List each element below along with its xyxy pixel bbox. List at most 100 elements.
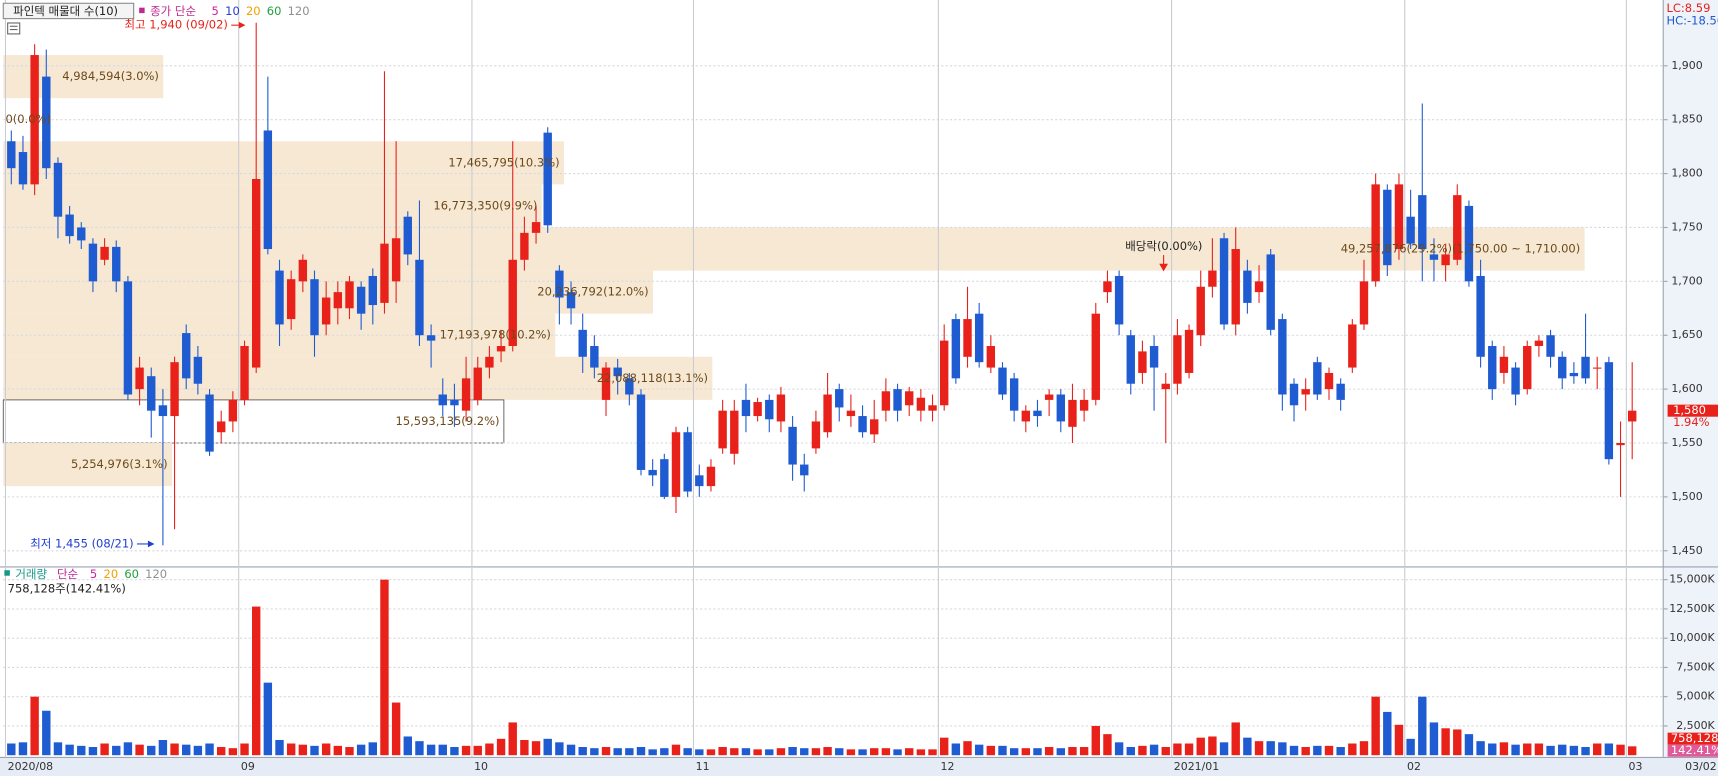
volume-bar — [1359, 741, 1369, 756]
candle-body — [1149, 346, 1159, 368]
y-tick-label: 15,000K — [1669, 573, 1715, 586]
candle-body — [1441, 254, 1450, 266]
volume-bar — [1313, 745, 1322, 756]
volume-bar — [963, 741, 972, 756]
candle-body — [1488, 346, 1497, 390]
cursor-date: 03/02 — [1685, 760, 1717, 773]
volume-bar — [1394, 724, 1404, 756]
volume-bar — [1581, 747, 1590, 756]
volume-bar — [473, 745, 482, 756]
title-box[interactable] — [2, 2, 135, 20]
candle-body — [1348, 324, 1357, 368]
candle-body — [800, 464, 809, 476]
candle-body — [438, 394, 447, 406]
candle-body — [1406, 216, 1415, 244]
volume-bar — [345, 747, 354, 756]
volume-bar — [800, 748, 809, 756]
volume-bar — [18, 742, 28, 756]
candle-body — [683, 432, 692, 492]
volume-bar — [753, 749, 762, 756]
volume-bar — [951, 743, 961, 756]
volume-bar — [811, 748, 821, 756]
volume-bar — [30, 696, 39, 756]
y-tick-label: 7,500K — [1676, 660, 1715, 673]
x-tick-label: 02 — [1407, 760, 1421, 773]
volume-bar — [1441, 728, 1450, 756]
candle-body — [1546, 335, 1555, 357]
ma-legend-period: 20 — [104, 567, 119, 581]
volume-bar — [1418, 696, 1427, 756]
volume-bar — [660, 748, 669, 756]
candle-body — [893, 389, 902, 411]
volume-bar — [1476, 741, 1485, 756]
x-tick-label: 11 — [696, 760, 710, 773]
candle-body — [1033, 410, 1042, 417]
volume-bar — [893, 749, 902, 756]
volume-bar — [846, 749, 856, 756]
candle-body — [1243, 270, 1252, 303]
volume-bar — [543, 738, 552, 756]
candle-body — [1266, 254, 1275, 330]
y-tick-label: 1,800 — [1671, 167, 1702, 180]
volume-bar — [870, 748, 879, 756]
candle-body — [473, 367, 482, 400]
volume-bar — [205, 743, 214, 756]
volume-bar — [1044, 747, 1054, 756]
candle-body — [1114, 275, 1124, 325]
volume-bar — [741, 748, 751, 756]
volume-bar — [566, 744, 576, 756]
candle-body — [380, 243, 389, 303]
candle-body — [275, 270, 284, 325]
volume-profile-label: 17,465,795(10.3%) — [448, 155, 559, 169]
x-tick-label: 2021/01 — [1174, 760, 1219, 773]
candle-body — [1324, 372, 1334, 390]
candle-body — [916, 397, 926, 411]
volume-ratio-badge — [1667, 744, 1718, 757]
volume-profile-label: 4,984,594(3.0%) — [62, 69, 159, 83]
volume-bar — [426, 744, 436, 756]
candle-body — [1627, 410, 1637, 422]
candle-body — [648, 469, 657, 476]
high-annotation: 최고 1,940 (09/02) — [124, 18, 227, 32]
y-tick-label: 1,900 — [1671, 59, 1702, 72]
volume-bar — [905, 748, 914, 756]
volume-profile-bar — [3, 184, 542, 228]
chart-title[interactable]: 파인텍 매물대 수(10) — [13, 4, 118, 18]
settings-icon[interactable] — [7, 22, 21, 35]
candle-body — [1068, 399, 1077, 427]
candle-body — [1173, 335, 1182, 384]
volume-bar — [683, 748, 692, 756]
candle-body — [1231, 249, 1240, 325]
candle-body — [286, 279, 296, 320]
candle-body — [1208, 270, 1217, 287]
volume-bar — [135, 744, 144, 756]
candle-body — [566, 292, 576, 309]
candle-body — [741, 399, 751, 417]
volume-bar — [1511, 744, 1520, 756]
candle-body — [310, 279, 319, 336]
x-tick-label: 10 — [474, 760, 488, 773]
candle-body — [1009, 378, 1019, 411]
volume-bar — [170, 743, 179, 756]
volume-bar — [286, 743, 296, 756]
volume-profile-bar — [3, 55, 164, 99]
candle-body — [555, 270, 564, 298]
candle-body — [788, 426, 797, 465]
candle-body — [1604, 362, 1614, 460]
volume-bar — [1231, 722, 1240, 756]
candle-body — [1499, 356, 1509, 373]
volume-bar — [368, 742, 377, 756]
candle-body — [182, 333, 191, 379]
annotation-arrowhead — [147, 540, 155, 548]
volume-bar — [695, 749, 704, 756]
ma-legend-period: 60 — [267, 4, 282, 18]
volume-bar — [671, 744, 681, 756]
last-price-badge — [1667, 404, 1718, 417]
candle-body — [1429, 254, 1439, 260]
right-axis-panel — [1663, 0, 1718, 758]
volume-profile-label: 0(0.0%) — [5, 112, 50, 126]
candle-body — [1126, 335, 1135, 384]
candle-body — [112, 246, 121, 282]
candle-body — [1383, 189, 1392, 266]
